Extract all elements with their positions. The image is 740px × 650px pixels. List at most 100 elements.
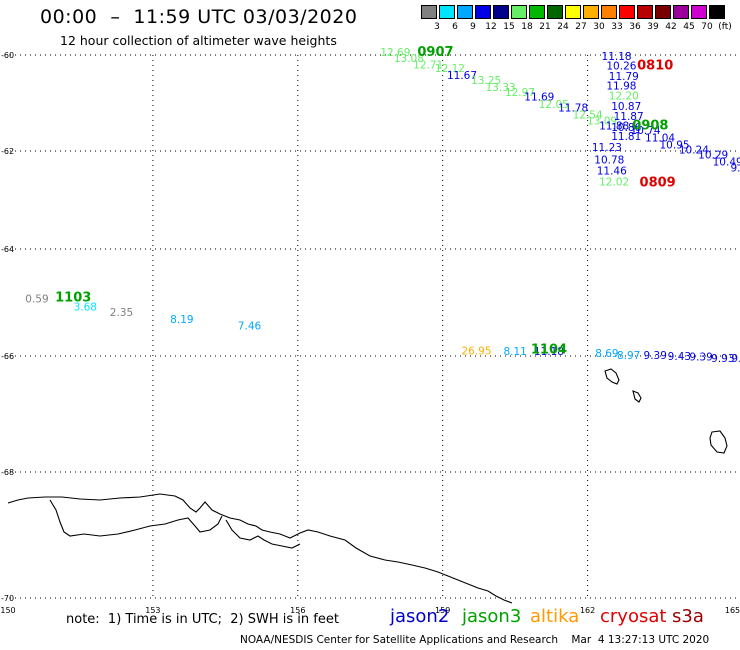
- colorbar-swatch: [709, 5, 725, 19]
- pass-time-label: 1104: [531, 342, 567, 357]
- colorbar-label: 12: [485, 22, 497, 32]
- colorbar-label: 42: [665, 22, 677, 32]
- lat-label: -70: [1, 594, 14, 603]
- swh-value: 11.04: [645, 132, 675, 144]
- pass-time-label: 1103: [55, 290, 91, 305]
- colorbar-label: (ft): [718, 22, 732, 32]
- island-east-2: [632, 390, 642, 403]
- swh-value: 7.46: [238, 320, 262, 332]
- swh-value: 12.54: [573, 109, 603, 121]
- swh-value: 11.18: [534, 346, 564, 358]
- map-title: 00:00 – 11:59 UTC 03/03/2020: [40, 6, 358, 28]
- swh-value: 12.20: [609, 91, 639, 103]
- swh-value: 11.23: [592, 142, 622, 154]
- colorbar-label: 36: [629, 22, 641, 32]
- swh-value: 10.29: [698, 149, 728, 161]
- swh-value: 12.97: [505, 87, 535, 99]
- pass-time-label: 0810: [637, 58, 673, 73]
- colorbar-swatch: [673, 5, 689, 19]
- lat-lon-grid: 150 153 156 159 162 165 -60 -62 -64 -66 -68 -70: [0, 51, 740, 615]
- lon-label: 159: [435, 606, 450, 615]
- colorbar-label: 45: [683, 22, 695, 32]
- colorbar-swatch: [511, 5, 527, 19]
- swh-value: 8.69: [595, 348, 618, 360]
- legend-jason2: jason2: [390, 606, 450, 627]
- swh-value: 11.69: [524, 92, 554, 104]
- colorbar-swatch: [493, 5, 509, 19]
- colorbar-label: 15: [503, 22, 515, 32]
- map-subtitle: 12 hour collection of altimeter wave hei…: [60, 33, 337, 48]
- colorbar-swatch: [637, 5, 653, 19]
- colorbar-swatch: [529, 5, 545, 19]
- swh-value: 10.49: [713, 157, 740, 169]
- legend-s3a: s3a: [672, 606, 704, 627]
- colorbar-swatch: [619, 5, 635, 19]
- colorbar-label: 3: [434, 22, 440, 32]
- swh-value: 10.74: [631, 125, 661, 137]
- swh-value: 9.93: [711, 353, 734, 365]
- swh-value: 11.67: [447, 70, 477, 82]
- lon-label: 153: [145, 606, 160, 615]
- swh-value: 26.95: [461, 345, 491, 357]
- colorbar-label: 9: [470, 22, 476, 32]
- footer-credit: NOAA/NESDIS Center for Satellite Applica…: [240, 634, 710, 646]
- colorbar-swatch: [439, 5, 455, 19]
- swh-value: 13.09: [587, 116, 617, 128]
- swh-value: 8.97: [617, 350, 640, 362]
- coastal-bay: [225, 519, 301, 549]
- antarctic-coastline: [7, 493, 513, 604]
- swh-value: 11.18: [602, 51, 632, 63]
- swh-value: 13.25: [471, 75, 501, 87]
- swh-value: 11.79: [609, 71, 639, 83]
- coastline: [7, 368, 728, 604]
- colorbar-label: 39: [647, 22, 659, 32]
- swh-value: 12.69: [380, 47, 410, 59]
- lon-label: 162: [580, 606, 595, 615]
- swh-value: 12.05: [539, 99, 569, 111]
- coastal-inlet: [49, 499, 223, 537]
- lon-label: 150: [0, 606, 15, 615]
- swh-value: 11.87: [614, 111, 644, 123]
- wave-observations: 12.6913.0812.7112.1211.6713.2513.3312.97…: [25, 45, 740, 365]
- island-east-3: [709, 430, 728, 454]
- swh-value: 11.88: [599, 120, 629, 132]
- colorbar-swatch: [691, 5, 707, 19]
- colorbar-swatch: [583, 5, 599, 19]
- legend-jason3: jason3: [462, 606, 522, 627]
- colorbar-label: 18: [521, 22, 533, 32]
- swh-value: 10.95: [660, 140, 690, 152]
- swh-value: 2.35: [110, 307, 133, 319]
- swh-value: 0.59: [25, 294, 48, 306]
- swh-value: 9.43: [668, 351, 691, 363]
- colorbar-label: 6: [452, 22, 458, 32]
- swh-value: 12.12: [435, 63, 465, 75]
- colorbar-swatch: [565, 5, 581, 19]
- swh-value: 12.71: [413, 59, 443, 71]
- pass-time-label: 0908: [632, 118, 668, 133]
- swh-value: 9.39: [689, 352, 712, 364]
- colorbar-swatch: [421, 5, 437, 19]
- colorbar-swatch: [655, 5, 671, 19]
- colorbar-label: 27: [575, 22, 587, 32]
- swh-value: 10.86: [611, 122, 641, 134]
- lat-label: -64: [1, 245, 14, 254]
- lat-label: -68: [1, 468, 14, 477]
- swh-value: 11.78: [558, 103, 588, 115]
- colorbar-label: 24: [557, 22, 569, 32]
- lon-label: 165: [725, 606, 740, 615]
- lat-label: -66: [1, 352, 14, 361]
- colorbar-label: 33: [611, 22, 623, 32]
- legend-cryosat: cryosat: [600, 606, 667, 627]
- swh-value: 8.19: [170, 314, 193, 326]
- colorbar-swatch: [547, 5, 563, 19]
- swh-value: 3.68: [74, 302, 97, 314]
- swh-value: 11.46: [597, 166, 627, 178]
- legend-altika: altika: [530, 606, 580, 627]
- swh-value: 10.26: [606, 60, 636, 72]
- lat-label: -60: [1, 51, 14, 60]
- colorbar-swatch: [457, 5, 473, 19]
- colorbar-label: 70: [701, 22, 713, 32]
- swh-value: 8.11: [503, 346, 526, 358]
- footer-note: note: 1) Time is in UTC; 2) SWH is in fe…: [66, 612, 339, 627]
